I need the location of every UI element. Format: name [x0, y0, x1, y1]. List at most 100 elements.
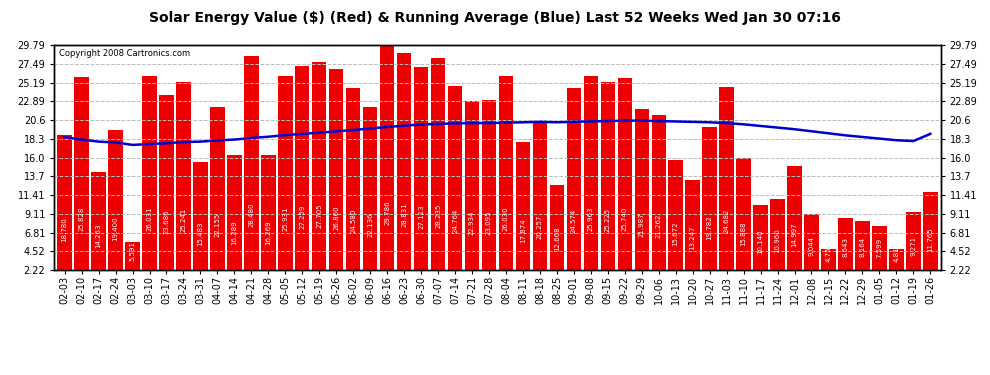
Text: 9.271: 9.271	[911, 236, 917, 255]
Bar	[720, 87, 734, 270]
Text: 4.754: 4.754	[826, 242, 832, 262]
Bar	[618, 78, 632, 270]
Text: 19.400: 19.400	[113, 216, 119, 241]
Text: 15.483: 15.483	[197, 222, 203, 246]
Bar	[499, 76, 513, 270]
Bar	[57, 135, 72, 270]
Bar	[516, 142, 531, 270]
Bar	[651, 115, 666, 270]
Bar	[447, 86, 462, 270]
Bar	[143, 76, 156, 270]
Text: 29.786: 29.786	[384, 201, 390, 225]
Bar	[804, 214, 819, 270]
Bar	[176, 82, 191, 270]
Bar	[108, 130, 123, 270]
Text: 23.095: 23.095	[486, 211, 492, 235]
Text: 19.782: 19.782	[707, 216, 713, 240]
Text: 25.931: 25.931	[282, 207, 288, 231]
Text: Copyright 2008 Cartronics.com: Copyright 2008 Cartronics.com	[58, 50, 190, 58]
Text: 16.269: 16.269	[265, 220, 271, 245]
Text: 17.874: 17.874	[520, 218, 526, 243]
Text: 13.247: 13.247	[690, 225, 696, 250]
Text: 27.113: 27.113	[418, 205, 424, 230]
Bar	[872, 226, 887, 270]
Text: 27.705: 27.705	[316, 204, 323, 228]
Bar	[635, 109, 649, 270]
Bar	[787, 166, 802, 270]
Text: 28.831: 28.831	[401, 202, 407, 227]
Bar	[533, 123, 547, 270]
Text: 22.934: 22.934	[469, 211, 475, 236]
Text: 28.480: 28.480	[248, 203, 254, 227]
Text: 24.574: 24.574	[571, 209, 577, 233]
Bar	[482, 100, 496, 270]
Text: 25.740: 25.740	[622, 207, 628, 231]
Bar	[549, 185, 564, 270]
Bar	[91, 172, 106, 270]
Text: 25.225: 25.225	[605, 208, 611, 232]
Text: 7.599: 7.599	[876, 238, 882, 258]
Text: 14.997: 14.997	[792, 222, 798, 247]
Bar	[855, 222, 869, 270]
Bar	[210, 107, 225, 270]
Text: 18.780: 18.780	[61, 217, 67, 242]
Text: 8.164: 8.164	[859, 237, 865, 257]
Text: 11.765: 11.765	[928, 227, 934, 252]
Bar	[312, 62, 327, 270]
Text: 24.764: 24.764	[452, 209, 458, 233]
Text: 10.140: 10.140	[757, 230, 763, 254]
Text: Solar Energy Value ($) (Red) & Running Average (Blue) Last 52 Weeks Wed Jan 30 0: Solar Energy Value ($) (Red) & Running A…	[149, 11, 841, 25]
Bar	[703, 127, 717, 270]
Text: 22.136: 22.136	[367, 212, 373, 237]
Text: 22.155: 22.155	[215, 212, 221, 237]
Bar	[464, 101, 479, 270]
Bar	[889, 249, 904, 270]
Bar	[839, 218, 852, 270]
Text: 5.591: 5.591	[130, 241, 136, 261]
Text: 24.682: 24.682	[724, 209, 730, 233]
Bar	[822, 249, 836, 270]
Bar	[295, 66, 310, 270]
Text: 8.543: 8.543	[842, 237, 848, 256]
Text: 4.815: 4.815	[893, 242, 899, 262]
Bar	[584, 76, 598, 270]
Text: 26.860: 26.860	[334, 205, 340, 230]
Bar	[414, 67, 429, 270]
Text: 10.960: 10.960	[774, 228, 780, 253]
Text: 23.686: 23.686	[163, 210, 169, 234]
Text: 27.259: 27.259	[299, 205, 305, 229]
Bar	[923, 192, 938, 270]
Text: 16.289: 16.289	[232, 220, 238, 245]
Bar	[329, 69, 344, 270]
Text: 15.888: 15.888	[741, 221, 746, 246]
Text: 9.044: 9.044	[809, 236, 815, 256]
Bar	[566, 88, 581, 270]
Text: 15.672: 15.672	[672, 222, 679, 246]
Bar	[363, 108, 377, 270]
Text: 28.235: 28.235	[435, 203, 442, 228]
Text: 25.241: 25.241	[180, 208, 186, 232]
Bar	[770, 199, 785, 270]
Bar	[245, 56, 258, 270]
Text: 25.963: 25.963	[588, 207, 594, 231]
Bar	[685, 180, 700, 270]
Text: 12.668: 12.668	[553, 226, 560, 251]
Text: 26.030: 26.030	[503, 206, 509, 231]
Bar	[261, 155, 275, 270]
Bar	[278, 76, 292, 270]
Bar	[346, 87, 360, 270]
Bar	[397, 53, 411, 270]
Bar	[668, 160, 683, 270]
Bar	[753, 206, 768, 270]
Bar	[193, 162, 208, 270]
Bar	[126, 243, 140, 270]
Text: 14.263: 14.263	[96, 224, 102, 248]
Bar	[601, 82, 615, 270]
Text: 21.987: 21.987	[639, 212, 644, 237]
Bar	[380, 45, 394, 270]
Text: 21.262: 21.262	[655, 214, 661, 238]
Bar	[906, 213, 921, 270]
Text: 20.257: 20.257	[537, 215, 543, 239]
Bar	[737, 159, 750, 270]
Bar	[431, 58, 446, 270]
